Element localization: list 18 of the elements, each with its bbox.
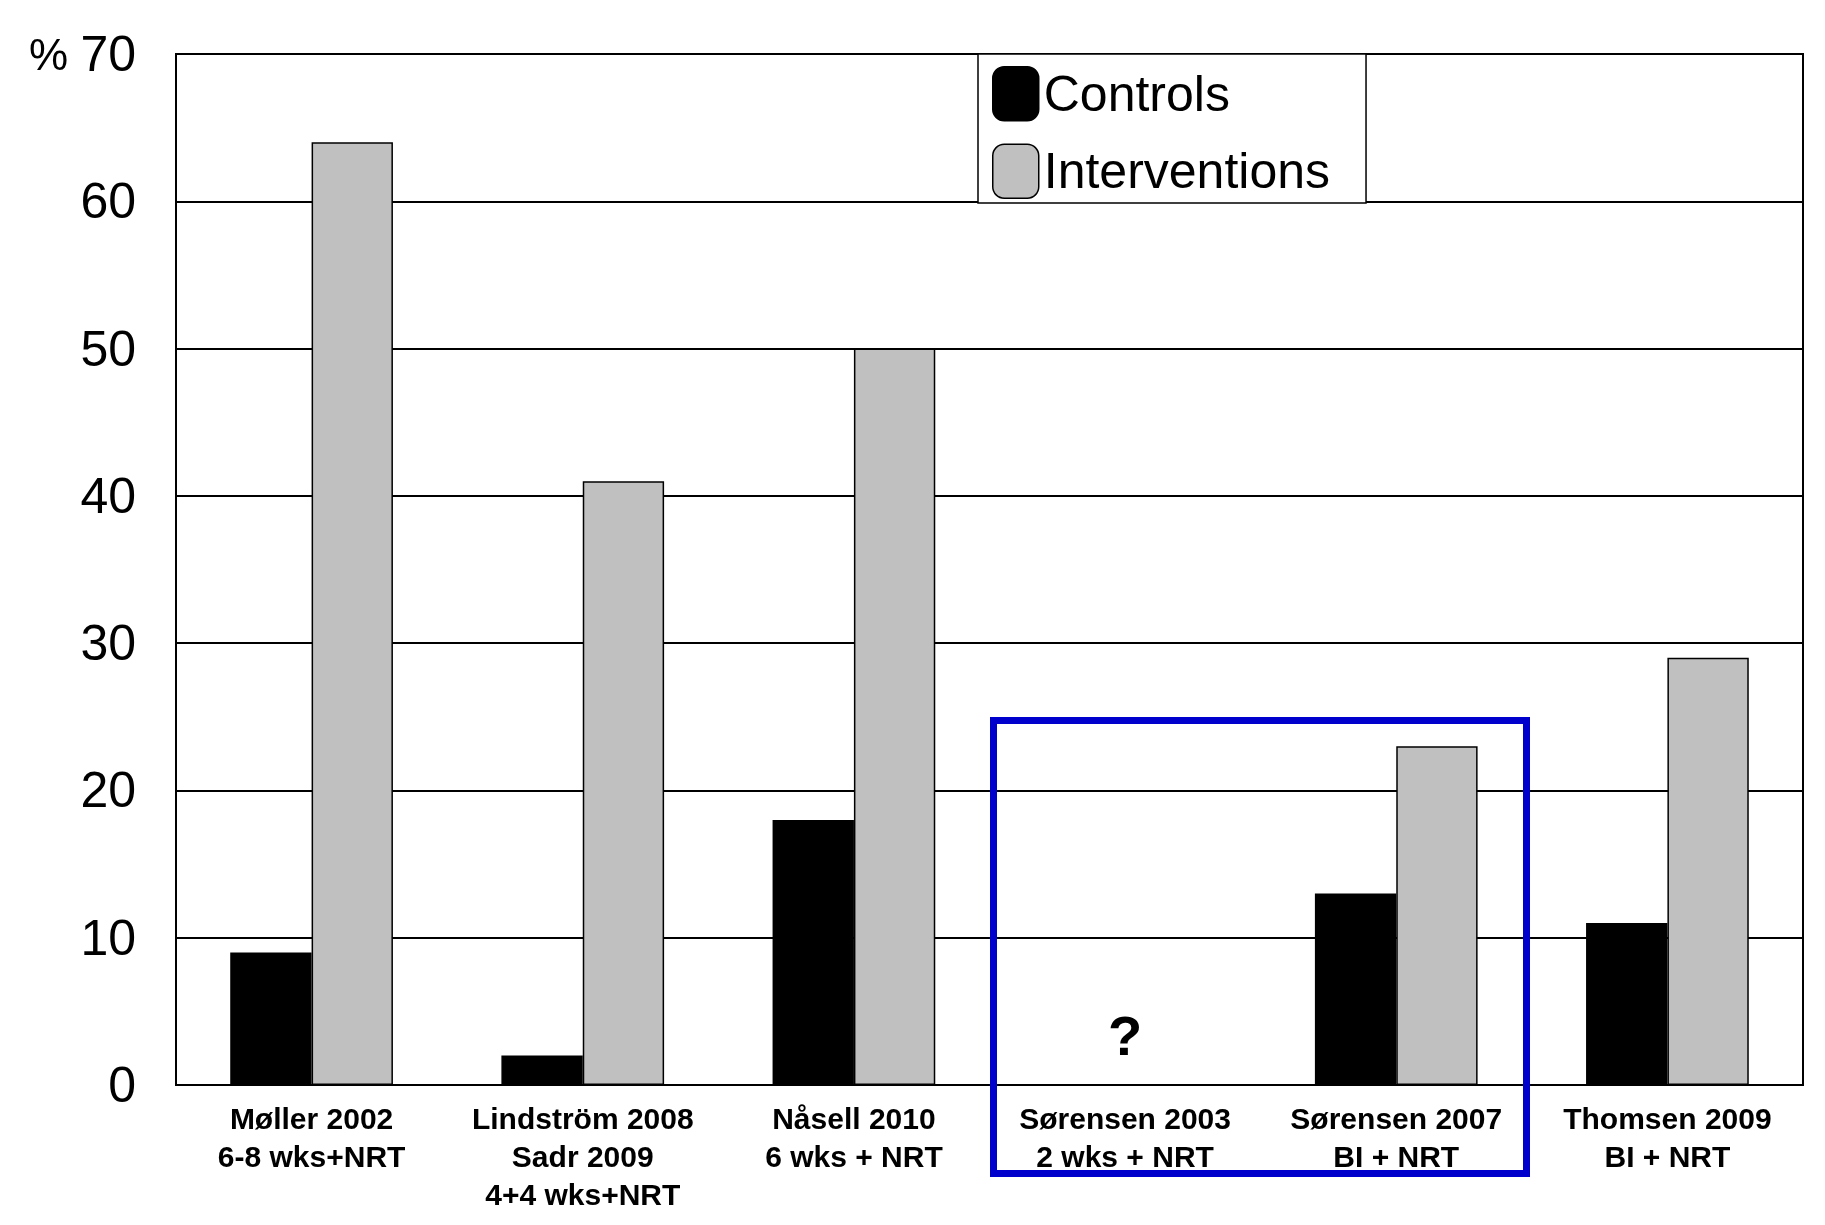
y-tick-label: 50 bbox=[80, 320, 136, 377]
y-tick-label: 20 bbox=[80, 762, 136, 819]
x-tick-label: Sørensen 2007 BI + NRT bbox=[1290, 1101, 1503, 1173]
x-tick-label: Møller 2002 6-8 wks+NRT bbox=[217, 1101, 406, 1173]
y-tick-label: 60 bbox=[80, 173, 136, 230]
legend-label: Interventions bbox=[1043, 143, 1331, 200]
x-tick-label: Lindström 2008 Sadr 2009 4+4 wks+NRT bbox=[471, 1101, 694, 1211]
annotation: ? bbox=[1107, 1003, 1143, 1067]
y-axis-title: % bbox=[28, 29, 68, 79]
y-tick-label: 30 bbox=[80, 615, 136, 672]
y-tick-label: 70 bbox=[80, 26, 136, 82]
y-tick-label: 0 bbox=[108, 1057, 136, 1113]
x-tick-label: Nåsell 2010 6 wks + NRT bbox=[765, 1101, 943, 1173]
y-tick-label: 10 bbox=[80, 909, 136, 966]
x-tick-label: Sørensen 2003 2 wks + NRT bbox=[1019, 1101, 1231, 1173]
x-tick-label: Thomsen 2009 BI + NRT bbox=[1563, 1101, 1772, 1173]
legend-label: Controls bbox=[1043, 65, 1230, 122]
y-tick-label: 40 bbox=[80, 467, 136, 524]
